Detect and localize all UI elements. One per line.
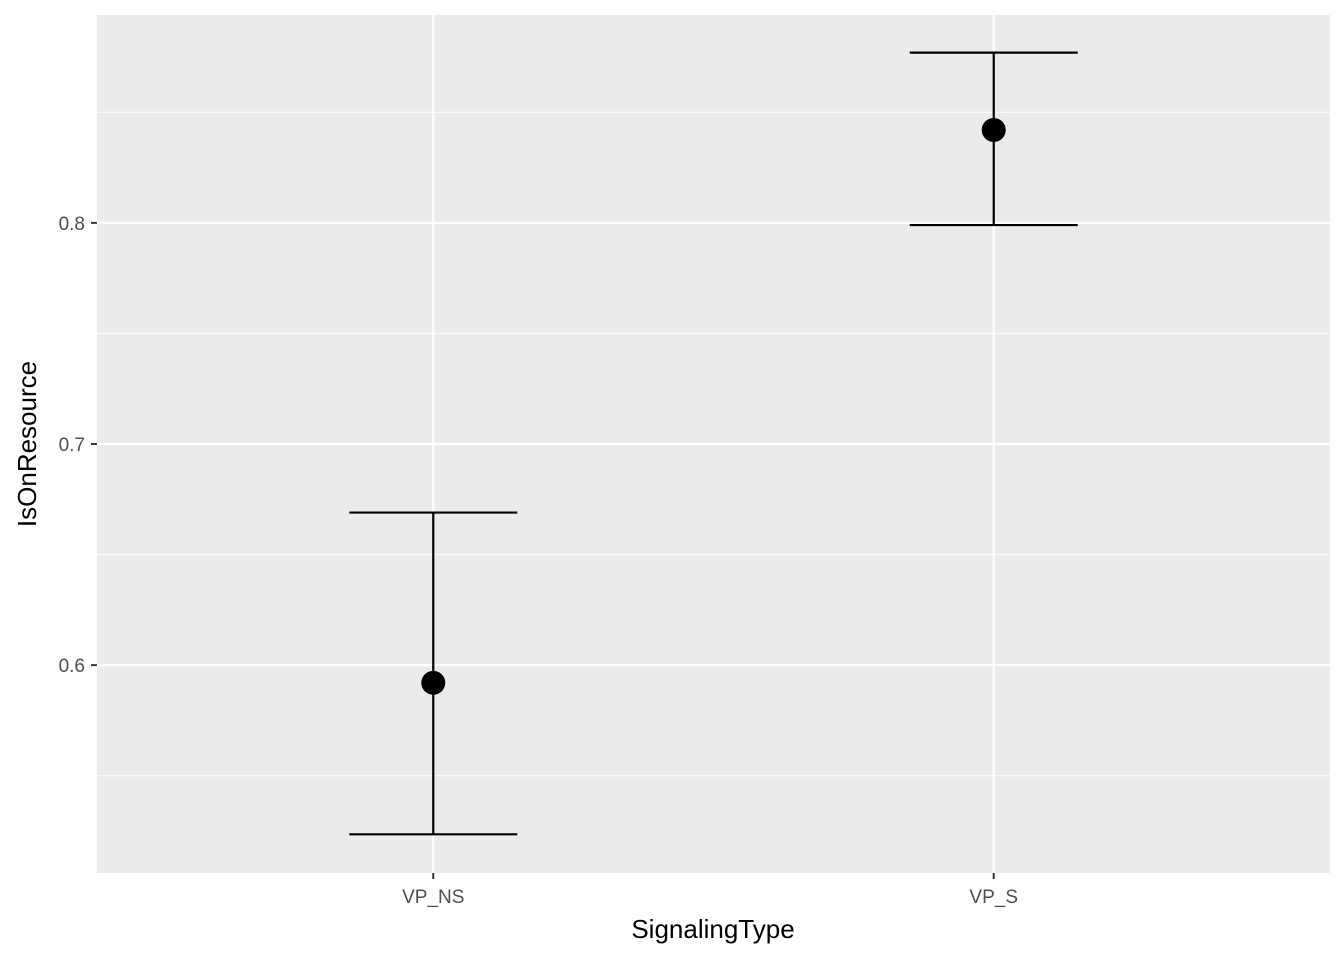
axes: 0.6 0.7 0.8 VP_NS VP_S bbox=[59, 214, 1018, 908]
x-tick-label: VP_NS bbox=[402, 887, 464, 908]
y-axis-title: IsOnResource bbox=[12, 361, 42, 527]
x-tick-label: VP_S bbox=[969, 887, 1018, 908]
x-axis-title: SignalingType bbox=[631, 914, 794, 944]
y-tick-label: 0.7 bbox=[59, 435, 85, 456]
y-tick-label: 0.8 bbox=[59, 214, 85, 235]
data-point bbox=[981, 117, 1006, 142]
chart-marks bbox=[349, 51, 1078, 836]
data-point bbox=[421, 670, 446, 695]
y-tick-label: 0.6 bbox=[59, 656, 85, 677]
